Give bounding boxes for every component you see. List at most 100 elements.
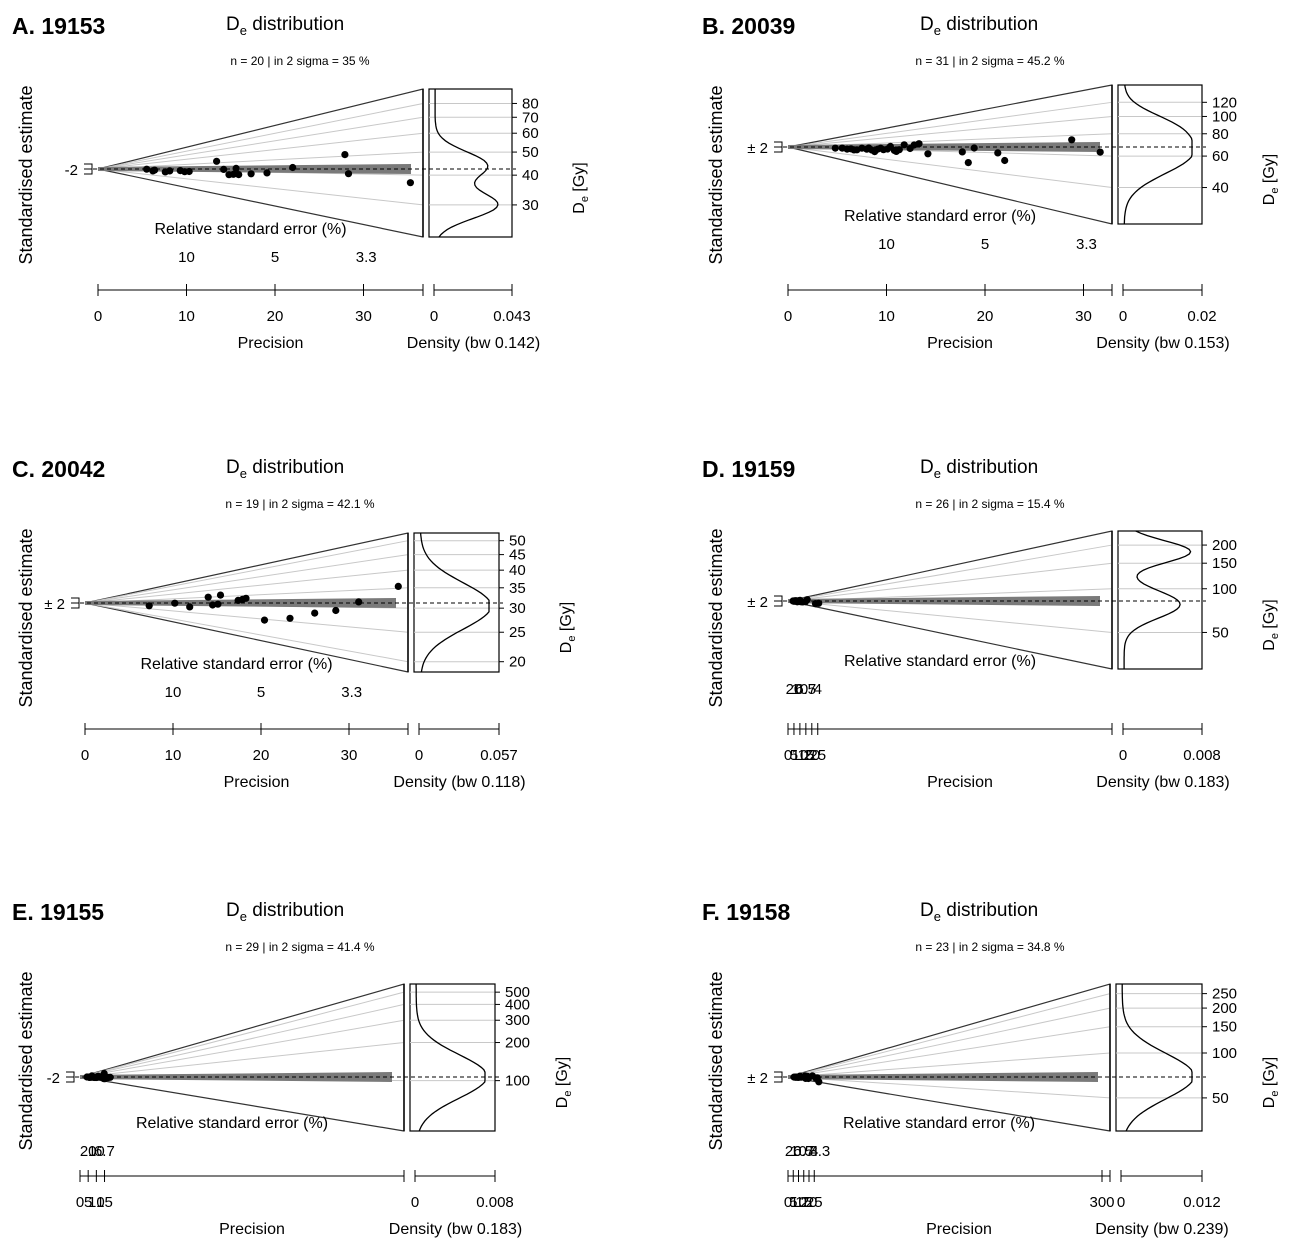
- rse-axis-title: Relative standard error (%): [844, 653, 1036, 670]
- density-tick-label: 0: [411, 1194, 419, 1211]
- de-tick-label: 50: [522, 144, 539, 161]
- de-tick-label: 200: [1212, 1000, 1237, 1017]
- data-point: [286, 614, 294, 622]
- data-point: [289, 163, 297, 172]
- data-point: [994, 149, 1002, 157]
- precision-tick-label: 15: [96, 1194, 113, 1211]
- data-point: [1068, 136, 1076, 144]
- density-axis-title: Density (bw 0.142): [407, 335, 540, 352]
- precision-tick-label: 25: [809, 747, 826, 764]
- de-axis-sub: e: [1269, 1091, 1281, 1097]
- radial-guide-line: [84, 602, 409, 633]
- panel-label: E. 19155: [12, 899, 104, 925]
- de-axis-title: De [Gy]: [1261, 154, 1281, 205]
- de-tick-label: 40: [509, 562, 526, 579]
- y-tick-label: ± 2: [747, 1070, 768, 1087]
- radial-guide-line: [79, 991, 405, 1078]
- precision-tick-label: 5: [84, 1194, 92, 1211]
- de-axis-sub: e: [1269, 633, 1281, 639]
- title-d: D: [226, 14, 240, 35]
- data-point: [958, 148, 966, 156]
- de-axis-unit: [Gy]: [1261, 154, 1278, 188]
- data-point: [895, 146, 903, 154]
- de-axis-unit: [Gy]: [554, 1057, 571, 1091]
- rse-tick-label: 10: [88, 1143, 105, 1160]
- rse-tick-label: 3.3: [356, 249, 377, 266]
- title-rest: distribution: [941, 900, 1038, 921]
- data-point: [166, 167, 174, 175]
- panel-label: F. 19158: [702, 899, 790, 925]
- precision-tick-label: 300: [1089, 1194, 1114, 1211]
- radial-guide-line: [787, 1052, 1111, 1078]
- precision-tick-label: 10: [88, 1194, 105, 1211]
- precision-tick-label: 0: [81, 747, 89, 764]
- precision-axis-title: Precision: [224, 774, 290, 791]
- density-panel-frame: [409, 983, 496, 1132]
- title-rest: distribution: [247, 900, 344, 921]
- radial-guide-line: [787, 1026, 1111, 1078]
- data-point: [900, 141, 908, 149]
- radial-guide-line: [787, 115, 1113, 148]
- radial-guide-line: [787, 600, 1113, 633]
- stats-text: n = 19 | in 2 sigma = 42.1 %: [225, 497, 375, 511]
- precision-tick-label: 5: [790, 747, 798, 764]
- y-axis-title: Standardised estimate: [16, 528, 36, 707]
- density-axis-title: Density (bw 0.153): [1096, 335, 1229, 352]
- radial-guide-line: [84, 554, 409, 604]
- de-tick-label: 30: [522, 197, 539, 214]
- data-point: [247, 170, 255, 178]
- de-tick-label: 50: [509, 533, 526, 550]
- panel-6: F. 19158 De distribution n = 23 | in 2 sig…: [702, 899, 1281, 1238]
- precision-tick-label: 10: [165, 747, 182, 764]
- de-tick-label: 80: [522, 95, 539, 112]
- rse-tick-label: 5: [808, 681, 816, 698]
- density-axis-title: Density (bw 0.183): [389, 1221, 522, 1238]
- title-d: D: [920, 14, 934, 35]
- radial-guide-line: [84, 569, 409, 604]
- de-tick-label: 50: [1212, 624, 1229, 641]
- de-tick-label: 45: [509, 547, 526, 564]
- density-curve: [434, 89, 499, 238]
- precision-tick-label: 30: [355, 308, 372, 325]
- stats-text: n = 29 | in 2 sigma = 41.4 %: [225, 940, 375, 954]
- de-tick-label: 40: [1212, 180, 1229, 197]
- precision-tick-label: 10: [790, 1194, 807, 1211]
- data-point: [242, 594, 250, 602]
- rse-tick-label: 10: [792, 681, 809, 698]
- radial-guide-line: [787, 1076, 1111, 1099]
- density-curve: [419, 532, 490, 673]
- de-axis-title: De [Gy]: [554, 1057, 574, 1108]
- precision-tick-label: 20: [977, 308, 994, 325]
- de-tick-label: 250: [1212, 986, 1237, 1003]
- density-tick-label: 0: [1119, 747, 1127, 764]
- radial-guide-line: [84, 602, 409, 663]
- title-d: D: [920, 900, 934, 921]
- radial-guide-line: [84, 540, 409, 604]
- de-axis-title: De [Gy]: [1261, 1057, 1281, 1108]
- density-tick-label: 0: [1119, 308, 1127, 325]
- rse-tick-label: 6.7: [795, 681, 816, 698]
- de-axis-d: D: [1261, 194, 1278, 206]
- data-point: [145, 602, 153, 610]
- precision-axis-title: Precision: [927, 774, 993, 791]
- data-point: [970, 144, 978, 152]
- de-tick-label: 40: [522, 167, 539, 184]
- precision-tick-label: 15: [795, 1194, 812, 1211]
- radial-plot-frame: [97, 88, 424, 238]
- rse-tick-label: 20: [80, 1143, 97, 1160]
- de-tick-label: 500: [505, 984, 530, 1001]
- radial-guide-line: [787, 544, 1113, 602]
- de-axis-title: De [Gy]: [558, 602, 578, 653]
- panel-label: C. 20042: [12, 456, 105, 482]
- stats-text: n = 31 | in 2 sigma = 45.2 %: [915, 54, 1065, 68]
- de-tick-label: 400: [505, 996, 530, 1013]
- precision-tick-label: 30: [1075, 308, 1092, 325]
- precision-tick-label: 30: [341, 747, 358, 764]
- de-tick-label: 300: [505, 1012, 530, 1029]
- y-tick-label: -2: [47, 1070, 60, 1087]
- chart-title: De distribution: [226, 457, 344, 481]
- data-point: [260, 616, 269, 624]
- precision-axis-title: Precision: [219, 1221, 285, 1238]
- density-curve: [1123, 84, 1193, 225]
- data-point: [341, 151, 349, 159]
